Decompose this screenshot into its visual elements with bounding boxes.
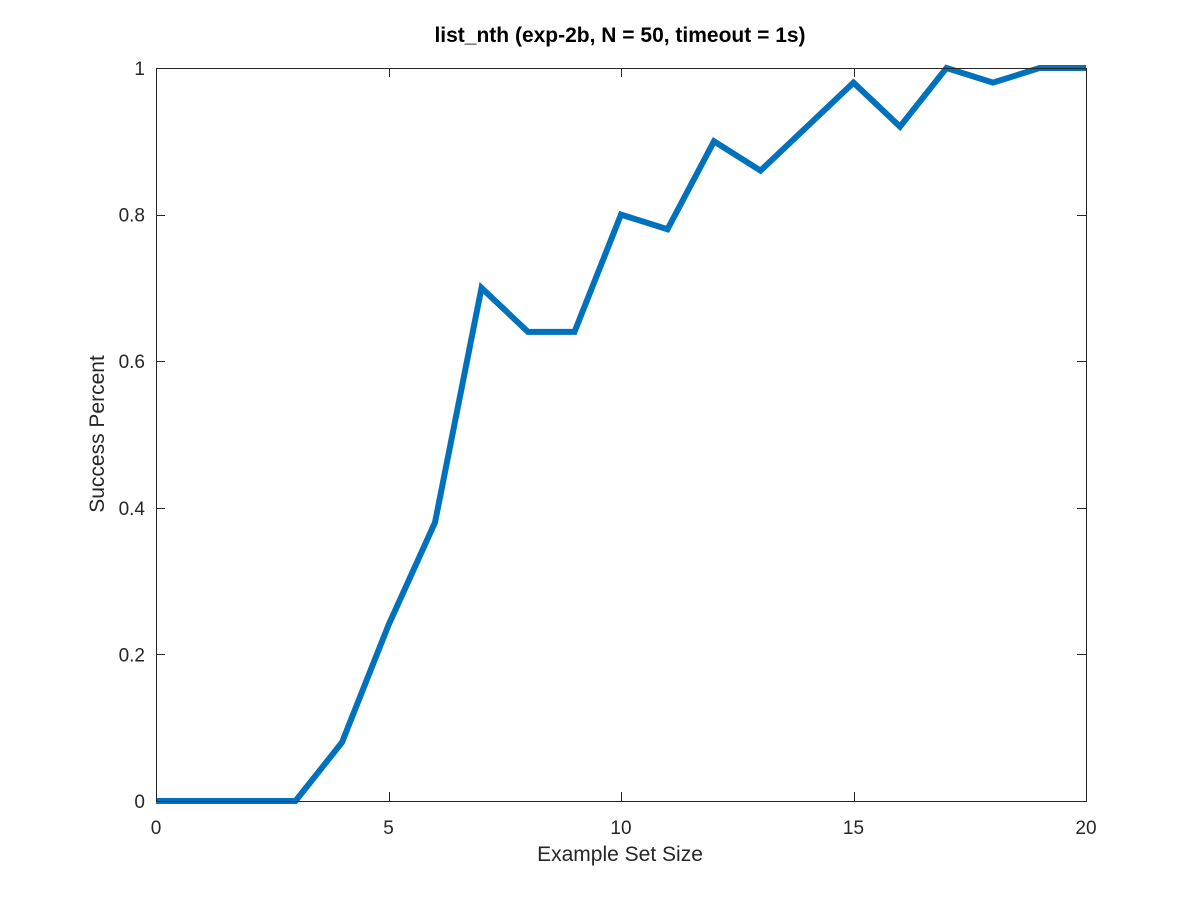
- x-axis-label: Example Set Size: [537, 843, 703, 866]
- x-tick-label: 10: [610, 818, 631, 839]
- x-tick-label: 20: [1075, 818, 1096, 839]
- chart-title: list_nth (exp-2b, N = 50, timeout = 1s): [434, 24, 805, 47]
- x-tick-label: 5: [383, 818, 394, 839]
- y-tick-label: 0.2: [119, 645, 145, 666]
- x-axis-ticks: 0 5 10 15 20: [151, 68, 1097, 839]
- series-layer: [156, 64, 1086, 804]
- y-tick-label: 0: [134, 792, 145, 813]
- series-line: [156, 64, 1086, 804]
- y-tick-label: 0.8: [119, 206, 145, 227]
- y-axis-label: Success Percent: [86, 355, 109, 513]
- y-tick-label: 0.6: [119, 352, 145, 373]
- x-tick-label: 15: [843, 818, 864, 839]
- axes-box: [156, 68, 1087, 802]
- y-axis-ticks: 0 0.2 0.4 0.6 0.8 1: [119, 59, 1086, 813]
- x-tick-label: 0: [151, 818, 162, 839]
- y-tick-label: 1: [134, 59, 145, 80]
- y-tick-label: 0.4: [119, 499, 146, 520]
